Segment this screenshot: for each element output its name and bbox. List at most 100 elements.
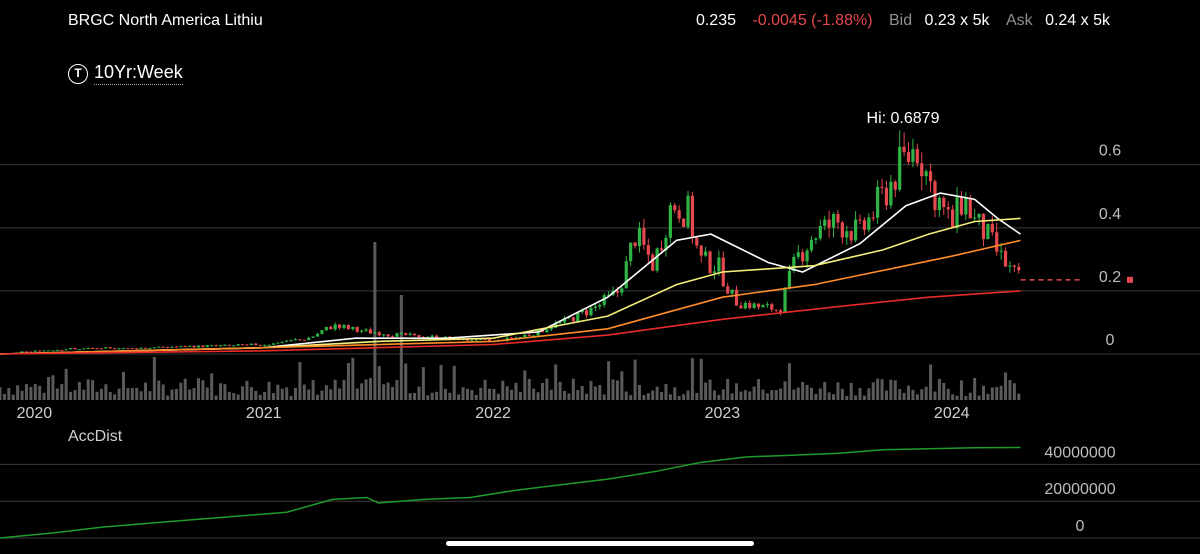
candle-body <box>104 347 108 349</box>
volume-bar <box>832 394 836 400</box>
volume-bar <box>708 379 712 400</box>
candle-body <box>761 305 765 308</box>
candle-body <box>91 347 95 349</box>
candle-body <box>483 339 487 341</box>
volume-bar <box>805 384 809 400</box>
candle-body <box>712 271 717 274</box>
volume-bar <box>532 388 536 400</box>
x-tick-label: 2024 <box>934 405 970 422</box>
volume-bar <box>655 386 659 400</box>
ask-value: 0.24 x 5k <box>1045 12 1110 29</box>
volume-bar <box>668 394 672 400</box>
volume-bar <box>161 384 165 400</box>
candle-body <box>690 195 695 238</box>
candle-body <box>364 329 368 331</box>
candle-body <box>902 146 906 152</box>
volume-bar <box>726 378 730 400</box>
candle-body <box>920 163 924 177</box>
candle-body <box>417 335 421 338</box>
home-indicator[interactable] <box>446 541 754 546</box>
candle-body <box>567 317 571 319</box>
candle-body <box>351 326 355 330</box>
volume-bar <box>55 388 59 400</box>
candle-body <box>121 348 126 350</box>
candle-body <box>218 345 223 347</box>
volume-bar <box>854 395 858 400</box>
candle-body <box>289 339 293 341</box>
volume-bar <box>51 375 55 400</box>
candle-body <box>1008 265 1012 267</box>
candle-body <box>686 195 690 227</box>
candle-body <box>139 347 143 349</box>
volume-bar <box>642 395 646 400</box>
ask-label: Ask <box>1005 12 1033 29</box>
candle-body <box>849 231 853 241</box>
volume-bar <box>514 382 518 400</box>
volume-bar <box>902 392 906 400</box>
volume-bar <box>346 363 350 400</box>
volume-bar <box>598 385 602 400</box>
candle-body <box>642 228 646 246</box>
volume-bar <box>496 393 500 400</box>
candle-body <box>183 346 187 348</box>
volume-bar <box>488 388 492 400</box>
timeframe-selector[interactable]: T 10Yr:Week <box>68 62 183 85</box>
candle-body <box>814 238 818 240</box>
volume-bar <box>545 378 549 400</box>
volume-bar <box>249 387 253 400</box>
moving-average-line <box>0 192 1021 355</box>
volume-bar <box>620 371 624 400</box>
volume-bar <box>435 391 439 400</box>
candle-body <box>801 252 805 262</box>
candle-body <box>311 336 315 338</box>
candle-body <box>258 345 262 347</box>
candle-body <box>673 205 677 211</box>
volume-bar <box>774 390 778 400</box>
volume-bar <box>11 394 15 400</box>
volume-bar <box>430 392 434 400</box>
volume-bar <box>571 378 575 400</box>
volume-bar <box>227 391 231 400</box>
candle-body <box>858 219 862 221</box>
candle-body <box>545 329 549 333</box>
volume-bar <box>889 379 893 400</box>
volume-bar <box>108 391 112 400</box>
candle-body <box>267 344 271 346</box>
volume-bar <box>849 382 853 400</box>
volume-bar <box>285 387 289 400</box>
volume-bar <box>302 384 306 400</box>
volume-bar <box>465 388 469 400</box>
candle-body <box>589 307 593 316</box>
candle-body <box>796 252 800 257</box>
volume-bar <box>836 382 840 400</box>
candle-body <box>113 348 117 350</box>
candle-body <box>108 347 112 349</box>
candle-body <box>390 336 395 338</box>
volume-bar <box>898 389 902 400</box>
moving-average-line <box>0 217 1021 355</box>
candle-body <box>593 306 597 308</box>
volume-bar <box>121 371 125 400</box>
volume-bar <box>611 379 615 400</box>
volume-bar <box>651 390 655 400</box>
volume-bar <box>704 382 708 400</box>
volume-bar <box>179 382 183 400</box>
candle-body <box>633 242 637 247</box>
volume-bar <box>783 381 787 400</box>
candle-body <box>42 350 46 352</box>
candle-body <box>1003 250 1008 267</box>
volume-bar <box>293 387 297 400</box>
volume-bar <box>351 357 355 400</box>
volume-bar <box>536 392 540 400</box>
volume-bar <box>391 386 395 400</box>
candle-body <box>584 310 589 316</box>
volume-bar <box>474 394 478 400</box>
timeframe-label[interactable]: 10Yr:Week <box>94 62 183 85</box>
volume-bar <box>540 382 544 400</box>
volume-bar <box>558 381 562 400</box>
candle-body <box>236 344 240 346</box>
volume-bar <box>276 384 280 400</box>
volume-bar <box>183 378 187 400</box>
volume-bar <box>968 392 972 400</box>
